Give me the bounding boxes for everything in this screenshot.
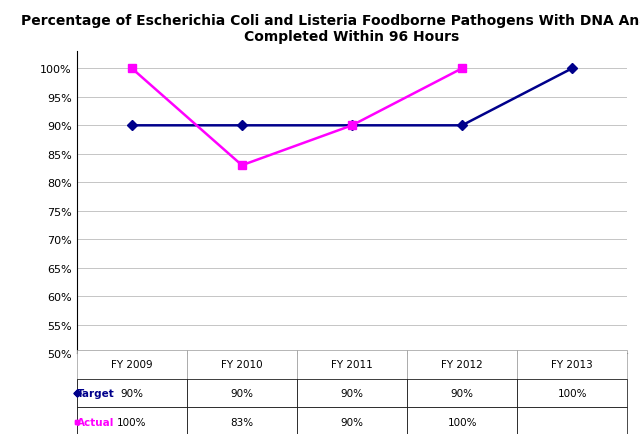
Text: Target: Target [77, 388, 115, 398]
Text: Actual: Actual [77, 417, 114, 427]
Title: Percentage of Escherichia Coli and Listeria Foodborne Pathogens With DNA Analysi: Percentage of Escherichia Coli and Liste… [20, 14, 640, 44]
